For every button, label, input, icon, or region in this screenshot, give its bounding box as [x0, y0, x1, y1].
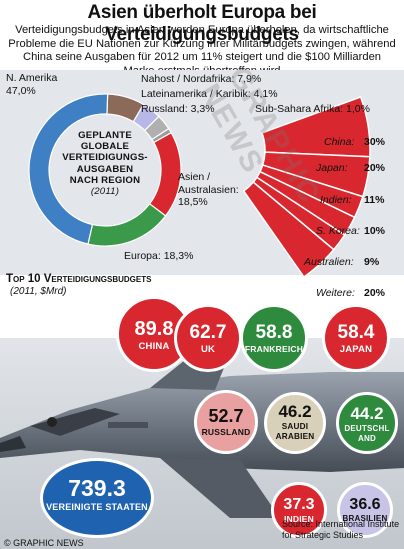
- bubble-uk: 62.7 UK: [174, 304, 242, 372]
- donut-center-label: GEPLANTE GLOBALE VERTEIDIGUNGS- AUSGABEN…: [50, 130, 160, 197]
- asia-breakdown-row: S. Korea: 10%: [316, 225, 385, 237]
- label-asien-line: Asien /: [178, 171, 211, 183]
- bubble-deutschland: 44.2 DEUTSCHLAND: [336, 392, 398, 454]
- asia-breakdown-row: Indien: 11%: [320, 194, 384, 206]
- label-nahost: Nahost / Nordafrika: 7,9%: [141, 73, 262, 85]
- center-line: NACH REGION: [69, 174, 141, 186]
- bubble-country: FRANKREICH: [244, 344, 304, 354]
- bubble-value: 58.4: [337, 322, 375, 343]
- bubble-japan: 58.4 JAPAN: [322, 304, 390, 372]
- ranking-title: Top 10 Verteidigungsbudgets: [6, 273, 152, 285]
- asia-breakdown-name: Australien:: [304, 256, 354, 268]
- center-line: GLOBALE: [80, 141, 130, 153]
- bubble-russland: 52.7 RUSSLAND: [194, 390, 258, 454]
- asia-breakdown-row: Australien: 9%: [304, 256, 379, 268]
- bubble-country: BRASILIEN: [342, 514, 388, 523]
- label-russland: Russland: 3,3%: [141, 103, 215, 115]
- asia-wedge-segment: [242, 181, 335, 279]
- asia-breakdown-name: S. Korea:: [316, 225, 360, 237]
- asia-breakdown-row: Japan: 20%: [316, 162, 385, 174]
- label-namerika-value: 47,0%: [6, 84, 36, 97]
- bubble-value: 58.8: [255, 322, 293, 343]
- slice-europa: [87, 202, 167, 247]
- bubble-country: INDIEN: [283, 514, 314, 524]
- page-title: Asien überholt Europa bei Verteidigungsb…: [87, 2, 317, 45]
- bubble-country: VEREINIGTE STAATEN: [46, 502, 148, 512]
- asia-breakdown-pct: 10%: [364, 225, 386, 237]
- bubble-value: 52.7: [208, 406, 244, 426]
- bubble-frankreich: 58.8 FRANKREICH: [240, 304, 308, 372]
- bubble-country: DEUTSCHLAND: [344, 424, 390, 443]
- label-asien-value: 18,5%: [178, 196, 208, 208]
- bubble-country: JAPAN: [339, 344, 373, 355]
- bubble-country: SAUDI ARABIEN: [275, 422, 315, 441]
- asia-breakdown-pct: 20%: [364, 162, 386, 174]
- bubble-brasilien: 36.6 BRASILIEN: [337, 482, 393, 538]
- donut-chart: [28, 93, 371, 279]
- slice-namerika: [28, 93, 109, 245]
- label-latam: Lateinamerika / Karibik: 4,1%: [141, 88, 278, 100]
- asia-breakdown-name: Weitere:: [316, 287, 355, 299]
- label-namerika: N. Amerika 47,0%: [6, 72, 57, 97]
- bubble-value: 89.8: [134, 318, 174, 340]
- asia-breakdown-pct: 9%: [364, 256, 380, 268]
- asia-breakdown-row: China: 30%: [324, 136, 385, 148]
- bubble-saudi: 46.2 SAUDI ARABIEN: [264, 392, 326, 454]
- bubble-value: 46.2: [278, 402, 312, 421]
- ranking-subtitle: (2011, $Mrd): [10, 286, 67, 297]
- bubble-value: 37.3: [283, 496, 315, 513]
- center-line: GEPLANTE: [78, 130, 132, 141]
- copyright: © GRAPHIC NEWS: [4, 538, 84, 548]
- asia-breakdown-pct: 11%: [364, 194, 385, 206]
- center-line: VERTEIDIGUNGS-: [62, 152, 148, 164]
- center-line: AUSGABEN: [76, 163, 134, 175]
- label-asien: Asien / Australasien: 18,5%: [178, 171, 239, 209]
- bubble-country: UK: [200, 344, 216, 355]
- bubble-value: 36.6: [349, 496, 381, 513]
- label-namerika-name: N. Amerika: [6, 72, 58, 84]
- bubble-value: 739.3: [68, 475, 126, 501]
- bubble-value: 44.2: [350, 404, 384, 423]
- label-asien-line: Australasien:: [178, 183, 239, 196]
- bubble-country: RUSSLAND: [201, 427, 251, 437]
- asia-breakdown-name: China:: [324, 136, 355, 148]
- label-europa: Europa: 18,3%: [124, 250, 194, 262]
- bubble-value: 62.7: [189, 322, 227, 343]
- asia-breakdown-pct: 20%: [364, 287, 386, 299]
- bubble-usa: 739.3 VEREINIGTE STAATEN: [40, 458, 154, 538]
- label-subsahara: Sub-Sahara Afrika: 1,0%: [255, 103, 370, 115]
- center-year: (2011): [90, 186, 120, 198]
- asia-breakdown-name: Indien:: [320, 194, 352, 206]
- asia-breakdown-row: Weitere: 20%: [316, 287, 385, 299]
- asia-breakdown-pct: 30%: [364, 136, 386, 148]
- asia-breakdown-name: Japan:: [316, 162, 348, 174]
- bubble-country: CHINA: [138, 341, 170, 352]
- source-note: Source: International Institute for Stra…: [282, 519, 400, 540]
- bubble-indien: 37.3 INDIEN: [271, 482, 327, 538]
